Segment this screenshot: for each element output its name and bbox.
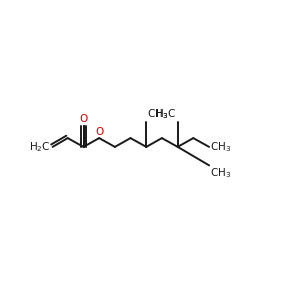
Text: O: O: [95, 127, 103, 137]
Text: O: O: [80, 114, 88, 124]
Text: CH$_3$: CH$_3$: [148, 107, 169, 121]
Text: H$_3$C: H$_3$C: [155, 107, 176, 121]
Text: H$_2$C: H$_2$C: [29, 140, 51, 154]
Text: CH$_3$: CH$_3$: [210, 167, 232, 180]
Text: CH$_3$: CH$_3$: [210, 140, 232, 154]
